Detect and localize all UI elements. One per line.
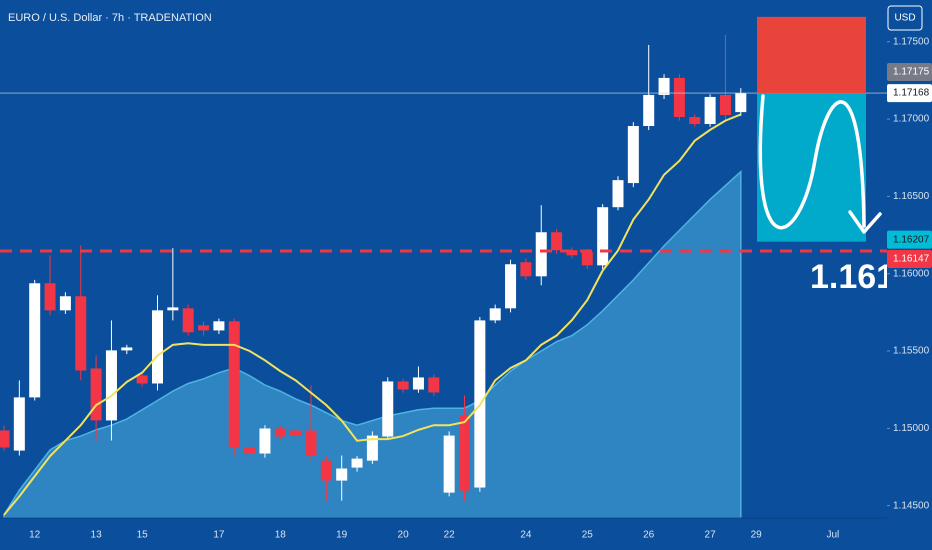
- candle-body: [228, 321, 240, 448]
- x-tick-label: 17: [213, 530, 225, 541]
- candle-body: [505, 264, 517, 309]
- x-tick-label: 27: [705, 530, 717, 541]
- candle-body: [290, 430, 302, 436]
- candle-body: [673, 77, 685, 118]
- candle-body: [597, 207, 609, 266]
- x-tick-label: 12: [29, 530, 41, 541]
- x-tick-label: 29: [751, 530, 763, 541]
- candle-body: [167, 307, 179, 311]
- y-tick-label: 1.16500: [893, 191, 930, 202]
- x-tick-label: 20: [398, 530, 410, 541]
- candle-body: [627, 126, 639, 184]
- candle-body: [105, 350, 117, 421]
- candle-body: [121, 347, 133, 351]
- candle-body: [152, 310, 163, 384]
- candle-body: [443, 435, 455, 493]
- candle-body: [612, 180, 624, 208]
- candle-body: [75, 296, 87, 371]
- candle-body: [44, 283, 56, 311]
- price-label-box: [887, 84, 932, 103]
- x-tick-label: 24: [520, 530, 532, 541]
- candle-body: [397, 381, 409, 390]
- candle-body: [581, 252, 593, 266]
- candle-body: [489, 308, 501, 321]
- currency-button[interactable]: [887, 5, 923, 31]
- price-label: 1.17175: [893, 67, 930, 78]
- candle-body: [136, 375, 148, 384]
- currency-label[interactable]: USD: [894, 13, 915, 24]
- annotation: 1.1614: [810, 258, 914, 296]
- candle-body: [259, 428, 271, 454]
- candle-body: [336, 468, 348, 481]
- candle-body: [305, 430, 317, 456]
- candle-body: [90, 368, 102, 421]
- candle-body: [719, 94, 731, 116]
- candle-body: [735, 93, 747, 113]
- candle-body: [213, 321, 225, 331]
- drawn-arrow: [758, 94, 866, 230]
- candle-body: [351, 458, 363, 468]
- candle-body: [566, 250, 578, 256]
- stop-zone: [757, 16, 866, 94]
- candle-body: [520, 262, 532, 277]
- price-label-box: [887, 249, 932, 268]
- candle-body: [13, 397, 25, 451]
- candle-body: [382, 381, 394, 437]
- candle-body: [366, 435, 378, 461]
- price-axis: 1.14500 1.15000 1.15500 1.16000 1.16500 1.170…: [887, 36, 932, 511]
- candle-body: [551, 232, 563, 251]
- x-tick-label: 13: [91, 530, 103, 541]
- y-tick-label: 1.15500: [893, 346, 930, 357]
- price-label-box: [887, 63, 932, 82]
- x-tick-label: 25: [582, 530, 594, 541]
- target-zone: [757, 93, 866, 242]
- candle-body: [320, 460, 332, 481]
- y-tick-label: 1.14500: [893, 500, 930, 511]
- candle-body: [658, 77, 670, 95]
- drawn-arrow-head: [848, 210, 882, 234]
- price-label: 1.16147: [893, 254, 930, 265]
- candle-body: [428, 377, 440, 393]
- ma-fast-line: [3, 113, 742, 516]
- candle-body: [0, 430, 10, 448]
- price-label-box: [887, 230, 932, 249]
- price-label: 1.16207: [893, 234, 930, 245]
- candle-body: [459, 415, 470, 491]
- candle-body: [182, 308, 194, 333]
- y-tick-label: 1.17500: [893, 36, 930, 47]
- x-tick-label: 19: [336, 530, 348, 541]
- candle-body: [274, 428, 286, 437]
- ma-slow-area: [3, 169, 742, 518]
- x-tick-label: 22: [444, 530, 456, 541]
- candle-body: [412, 377, 424, 390]
- candle-body: [198, 325, 210, 331]
- price-label: 1.17168: [893, 88, 930, 99]
- candle-body: [535, 232, 547, 277]
- candle-body: [29, 283, 41, 398]
- x-tick-label: 26: [643, 530, 655, 541]
- candle-body: [689, 117, 701, 125]
- y-tick-label: 1.16000: [893, 268, 930, 279]
- candle-body: [59, 296, 71, 311]
- x-tick-label: 15: [137, 530, 149, 541]
- x-tick-label: 18: [275, 530, 287, 541]
- candle-body: [643, 94, 655, 127]
- chart-title: EURO / U.S. Dollar · 7h · TRADENATION: [8, 12, 212, 24]
- y-tick-label: 1.17000: [893, 114, 930, 125]
- candle-body: [244, 447, 256, 454]
- x-tick-label: Jul: [827, 530, 840, 541]
- y-tick-label: 1.15000: [893, 423, 930, 434]
- candle-body: [704, 96, 716, 125]
- plot-area: 1.1614: [0, 16, 914, 518]
